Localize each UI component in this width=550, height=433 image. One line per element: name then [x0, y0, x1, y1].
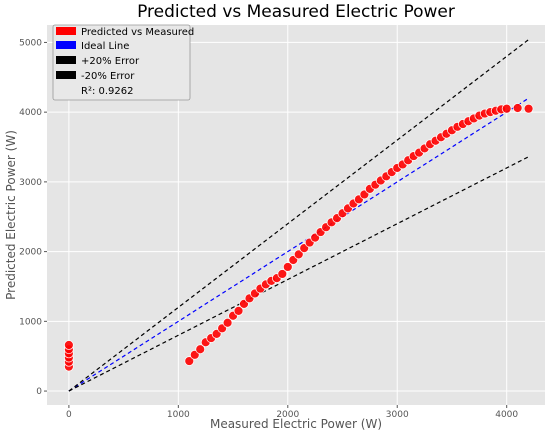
- data-point: [222, 317, 233, 328]
- y-axis-ticks: 0 1000 2000 3000 4000 5000: [19, 38, 47, 397]
- y-tick-label: 0: [36, 387, 42, 397]
- y-tick-label: 2000: [19, 248, 42, 258]
- legend-label-r2: R²: 0.9262: [81, 86, 134, 97]
- data-point: [63, 340, 74, 350]
- legend-label-ideal: Ideal Line: [81, 41, 129, 52]
- x-tick-label: 2000: [276, 410, 299, 420]
- reference-lines: [68, 39, 529, 392]
- x-tick-label: 0: [66, 410, 72, 420]
- y-axis-label: Predicted Electric Power (W): [4, 130, 18, 300]
- data-points: [63, 103, 534, 372]
- legend-swatch-minus20: [56, 71, 76, 79]
- y-tick-label: 5000: [19, 38, 42, 48]
- legend-swatch-ideal: [56, 41, 76, 49]
- x-axis-label: Measured Electric Power (W): [210, 417, 382, 431]
- legend-swatch-plus20: [56, 56, 76, 64]
- data-point: [277, 269, 288, 279]
- data-point: [512, 103, 523, 113]
- data-point: [184, 356, 195, 366]
- legend-box: [52, 24, 191, 101]
- data-point: [501, 103, 512, 114]
- y-tick-label: 4000: [19, 108, 42, 118]
- legend: Predicted vs Measured Ideal Line +20% Er…: [52, 24, 194, 101]
- y-tick-label: 1000: [19, 317, 42, 327]
- legend-label-plus20: +20% Error: [81, 56, 140, 67]
- legend-swatch-predicted: [56, 27, 76, 35]
- x-tick-label: 1000: [167, 410, 190, 420]
- line-20-error: [68, 156, 529, 392]
- chart-title: Predicted vs Measured Electric Power: [137, 2, 455, 22]
- x-tick-label: 3000: [386, 410, 409, 420]
- legend-label-minus20: -20% Error: [81, 71, 135, 82]
- data-point: [293, 249, 304, 260]
- data-point: [523, 103, 534, 114]
- legend-label-predicted: Predicted vs Measured: [81, 27, 194, 38]
- x-axis-ticks: 0 1000 2000 3000 4000: [66, 405, 518, 420]
- data-point: [195, 344, 206, 355]
- data-point: [233, 305, 244, 316]
- line-20-error: [68, 39, 529, 392]
- y-tick-label: 3000: [19, 178, 42, 188]
- x-tick-label: 4000: [495, 410, 518, 420]
- data-point: [282, 262, 293, 272]
- grid: [47, 25, 545, 405]
